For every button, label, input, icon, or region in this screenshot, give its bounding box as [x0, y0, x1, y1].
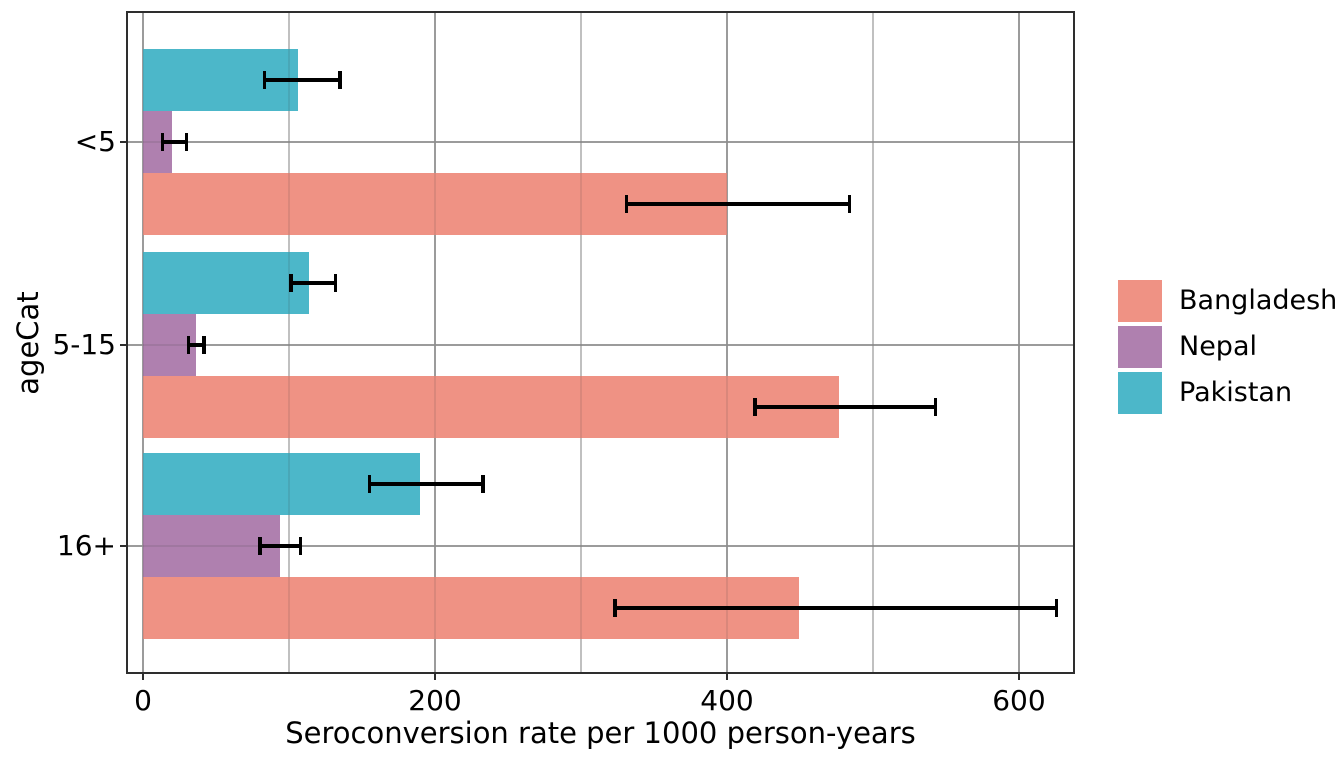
error-bar-bangladesh-16	[613, 599, 1059, 617]
bar-nepal-16	[143, 515, 281, 577]
legend-label-bangladesh: Bangladesh	[1179, 285, 1338, 316]
error-bar-cap-high	[338, 71, 342, 89]
bar-bangladesh-5-15	[143, 376, 840, 438]
x-tick-label-400: 400	[700, 684, 754, 717]
error-bar-line	[262, 78, 342, 82]
legend: Bangladesh Nepal Pakistan	[1118, 280, 1337, 418]
error-bar-line	[289, 281, 338, 285]
x-tick-0	[142, 672, 145, 680]
gridline-overlay-y-5-15	[128, 344, 1073, 346]
x-axis-title: Seroconversion rate per 1000 person-year…	[285, 716, 916, 750]
gridline-major-x-200	[434, 13, 436, 672]
legend-label-pakistan: Pakistan	[1179, 377, 1293, 408]
y-tick-16	[120, 545, 128, 547]
error-bar-cap-high	[202, 336, 206, 354]
bar-pakistan-5-15	[143, 252, 310, 314]
error-bar-nepal-5	[160, 133, 189, 151]
error-bar-line	[624, 202, 852, 206]
plot-panel	[126, 11, 1075, 674]
x-tick-400	[726, 672, 728, 680]
y-axis-title: ageCat	[11, 291, 45, 395]
legend-swatch-bangladesh	[1118, 280, 1162, 322]
y-tick-label-5: <5	[74, 125, 116, 158]
error-bar-line	[613, 606, 1059, 610]
error-bar-line	[258, 544, 303, 548]
error-bar-nepal-16	[258, 537, 303, 555]
gridline-overlay-x-0	[142, 13, 144, 672]
legend-item-nepal: Nepal	[1118, 326, 1337, 368]
error-bar-cap-high	[298, 537, 303, 555]
gridline-minor-x-100	[288, 13, 290, 672]
x-tick-label-200: 200	[408, 684, 462, 717]
error-bar-cap-low	[613, 599, 617, 617]
x-tick-label-0: 0	[134, 684, 152, 717]
error-bar-line	[160, 140, 189, 144]
gridline-major-y-16	[128, 545, 1073, 547]
gridline-minor-x-300	[580, 13, 582, 672]
error-bar-cap-high	[333, 274, 338, 292]
gridline-minor-x-500	[872, 13, 874, 672]
error-bar-pakistan-5	[262, 71, 342, 89]
error-bar-cap-low	[753, 398, 757, 416]
error-bar-line	[367, 482, 485, 486]
error-bar-cap-low	[367, 475, 372, 493]
error-bar-cap-low	[258, 537, 262, 555]
legend-label-nepal: Nepal	[1179, 331, 1257, 362]
gridline-overlay-x-600	[1018, 13, 1020, 672]
gridline-major-y-5	[128, 141, 1073, 143]
error-bar-line	[753, 405, 938, 409]
error-bar-cap-low	[160, 133, 165, 151]
error-bar-cap-high	[847, 195, 852, 213]
y-tick-label-16: 16+	[56, 529, 116, 562]
gridline-overlay-x-400	[726, 13, 728, 672]
error-bar-pakistan-5-15	[289, 274, 338, 292]
error-bar-cap-low	[186, 336, 191, 354]
legend-swatch-pakistan	[1118, 372, 1162, 414]
bar-nepal-5-15	[143, 314, 196, 376]
legend-item-pakistan: Pakistan	[1118, 372, 1337, 414]
error-bar-bangladesh-5-15	[753, 398, 938, 416]
y-tick-label-5-15: 5-15	[52, 328, 116, 361]
x-tick-600	[1017, 672, 1020, 680]
gridline-overlay-y-16	[128, 545, 1073, 547]
error-bar-cap-high	[1054, 599, 1059, 617]
y-tick-5	[120, 141, 128, 143]
legend-swatch-nepal	[1118, 326, 1162, 368]
gridline-major-x-400	[726, 13, 728, 672]
error-bar-bangladesh-5	[624, 195, 852, 213]
error-bar-cap-high	[933, 398, 938, 416]
y-tick-5-15	[120, 344, 128, 346]
gridline-major-y-5-15	[128, 344, 1073, 346]
x-tick-200	[434, 672, 437, 680]
x-tick-label-600: 600	[992, 684, 1046, 717]
gridline-overlay-x-200	[434, 13, 436, 672]
error-bar-cap-low	[624, 195, 629, 213]
gridline-major-x-600	[1018, 13, 1020, 672]
error-bar-cap-high	[481, 475, 485, 493]
gridline-overlay-x-100	[288, 13, 290, 672]
legend-item-bangladesh: Bangladesh	[1118, 280, 1337, 322]
gridline-overlay-y-5	[128, 141, 1073, 143]
error-bar-line	[186, 343, 206, 347]
error-bar-cap-low	[262, 71, 267, 89]
error-bar-cap-high	[184, 133, 189, 151]
error-bar-nepal-5-15	[186, 336, 206, 354]
gridline-overlay-x-300	[580, 13, 582, 672]
gridline-overlay-x-500	[872, 13, 874, 672]
error-bar-pakistan-16	[367, 475, 485, 493]
error-bar-cap-low	[289, 274, 293, 292]
